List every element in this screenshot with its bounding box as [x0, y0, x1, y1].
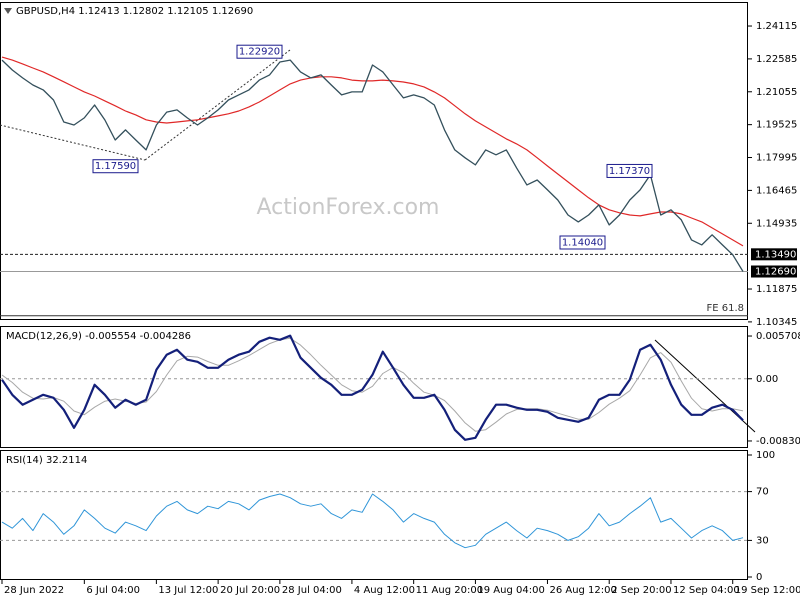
y-tick-label: 1.22585 [756, 54, 797, 65]
x-tick-label: 12 Sep 04:00 [673, 585, 740, 596]
y-tick-label: -0.008308 [756, 436, 800, 447]
x-tick-label: 11 Aug 20:00 [416, 585, 483, 596]
x-tick-label: 4 Aug 12:00 [354, 585, 415, 596]
rsi-panel [0, 450, 748, 580]
y-tick-label: 0.00 [756, 374, 778, 385]
y-tick-label: 1.24115 [756, 21, 797, 32]
panel-title: MACD(12,26,9) -0.005554 -0.004286 [6, 331, 191, 342]
series-line [1, 56, 744, 247]
y-tick-label: 1.19525 [756, 120, 797, 131]
x-tick-label: 20 Jul 20:00 [220, 585, 280, 596]
y-tick-label: 1.16465 [756, 185, 797, 196]
annotation-label: 1.17370 [609, 166, 650, 177]
chart-title: GBPUSD,H4 1.12413 1.12802 1.12105 1.1269… [16, 6, 253, 17]
y-tick-label: 30 [756, 535, 769, 546]
y-tick-label: 1.21055 [756, 87, 797, 98]
level-label-box [751, 248, 797, 261]
y-tick-label: 0.005708 [756, 331, 800, 342]
fe-label: FE 61.8 [706, 303, 744, 314]
annotation-box [559, 235, 606, 250]
y-tick-label: 1.10345 [756, 317, 797, 328]
y-tick-label: 70 [756, 487, 769, 498]
annotation-label: 1.22920 [239, 47, 280, 58]
y-tick-label: 1.14935 [756, 218, 797, 229]
level-label-box [751, 265, 797, 278]
watermark: ActionForex.com [257, 195, 440, 220]
annotation-label: 1.14040 [562, 238, 603, 249]
x-tick-label: 6 Jul 04:00 [86, 585, 140, 596]
annotation-box [236, 44, 283, 59]
x-tick-label: 26 Aug 12:00 [549, 585, 616, 596]
x-tick-label: 28 Jul 04:00 [282, 585, 342, 596]
y-tick-label: 1.17995 [756, 153, 797, 164]
x-tick-label: 19 Aug 04:00 [477, 585, 544, 596]
panel-title: RSI(14) 32.2114 [6, 455, 87, 466]
trend-line [0, 124, 146, 161]
annotation-box [606, 163, 653, 178]
x-tick-label: 19 Sep 12:00 [735, 585, 800, 596]
x-tick-label: 2 Sep 20:00 [611, 585, 671, 596]
symbol-icon [4, 8, 12, 14]
level-label: 1.12690 [755, 267, 796, 278]
x-tick-label: 13 Jul 12:00 [158, 585, 218, 596]
series-line [1, 334, 744, 441]
y-tick-label: 0 [756, 572, 762, 583]
annotation-box [92, 159, 139, 174]
series-line [1, 59, 744, 272]
series-line [1, 493, 744, 549]
y-tick-label: 100 [756, 450, 775, 461]
annotation-label: 1.17590 [95, 161, 136, 172]
y-tick-label: 1.11875 [756, 284, 797, 295]
macd-panel [0, 326, 748, 448]
series-line [1, 337, 744, 432]
level-label: 1.13490 [755, 249, 796, 260]
x-tick-label: 28 Jun 2022 [4, 585, 64, 596]
